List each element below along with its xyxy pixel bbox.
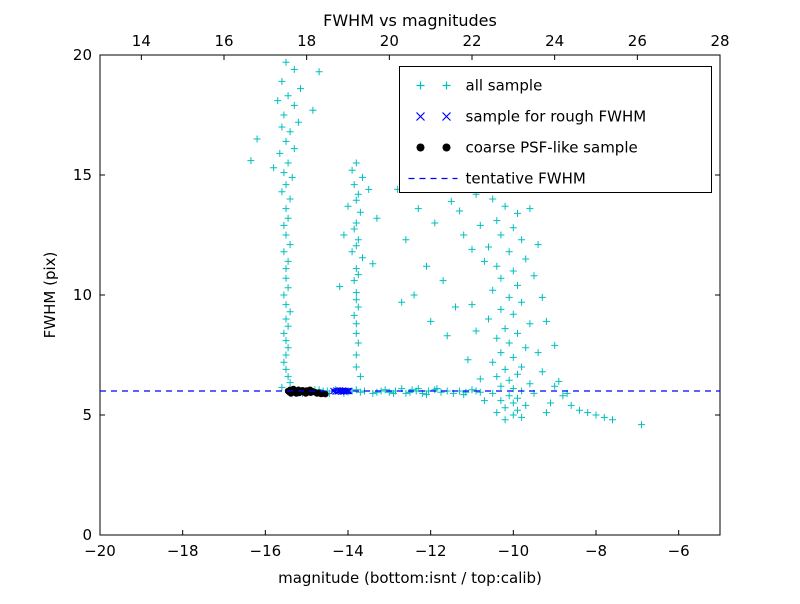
y-tick-label: 10: [73, 286, 92, 304]
x-tick-label: −8: [585, 542, 607, 560]
chart-title: FWHM vs magnitudes: [323, 11, 497, 30]
x-tick-label: −12: [415, 542, 447, 560]
top-x-tick-label: 20: [380, 32, 399, 50]
legend-plus-marker: [416, 81, 425, 90]
axes: −20 −18 −16 −14 −12 −10 −8 −6 14 16 18 20 22 24 26 28 0 5…: [73, 32, 730, 560]
top-x-tick-label: 26: [628, 32, 647, 50]
legend-label: coarse PSF-like sample: [466, 139, 638, 157]
top-x-tick-label: 22: [462, 32, 481, 50]
x-axis-label: magnitude (bottom:isnt / top:calib): [278, 569, 542, 587]
legend-item: tentative FWHM: [408, 170, 586, 188]
legend-item: sample for rough FWHM: [416, 108, 647, 126]
legend-dot-marker: [416, 143, 425, 152]
legend-item: coarse PSF-like sample: [416, 139, 638, 157]
legend-x-marker: [442, 112, 451, 121]
x-tick-label: −14: [332, 542, 364, 560]
legend-label: sample for rough FWHM: [466, 108, 647, 126]
legend-plus-marker: [442, 81, 451, 90]
y-axis-label: FWHM (pix): [41, 252, 59, 339]
y-tick-label: 5: [82, 406, 92, 424]
x-tick-label: −16: [250, 542, 282, 560]
y-tick-label: 15: [73, 166, 92, 184]
x-tick-label: −10: [498, 542, 530, 560]
legend-x-marker: [416, 112, 425, 121]
top-x-tick-label: 18: [297, 32, 316, 50]
legend-dot-marker: [442, 143, 451, 152]
y-tick-label: 0: [82, 526, 92, 544]
legend-box: [399, 66, 712, 193]
x-tick-label: −18: [167, 542, 199, 560]
top-x-tick-label: 28: [710, 32, 729, 50]
series-layer: [100, 58, 720, 429]
x-tick-label: −6: [668, 542, 690, 560]
series-all-sample: [247, 58, 645, 429]
legend: all sample sample for rough FWHM coarse PS…: [399, 66, 712, 193]
series-coarse-psf-like-sample: [284, 385, 329, 398]
legend-item: all sample: [416, 77, 543, 95]
top-x-tick-label: 24: [545, 32, 564, 50]
y-tick-label: 20: [73, 46, 92, 64]
legend-label: tentative FWHM: [466, 170, 586, 188]
psf-dot-marker: [322, 390, 329, 398]
top-x-tick-label: 16: [214, 32, 233, 50]
legend-label: all sample: [466, 77, 543, 95]
top-x-tick-label: 14: [132, 32, 151, 50]
x-tick-label: −20: [84, 542, 116, 560]
